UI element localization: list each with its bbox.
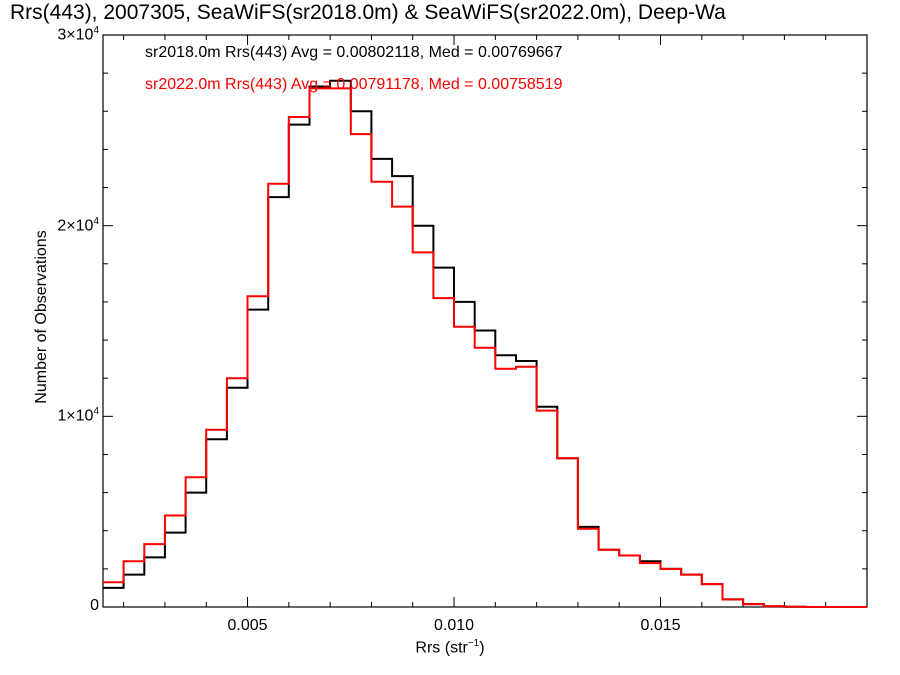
y-tick-label-exponent: 4 xyxy=(93,215,99,227)
y-tick-label-base: 0 xyxy=(90,597,99,614)
axis-ticks xyxy=(103,34,867,608)
x-axis-label-text: Rrs (str xyxy=(415,639,468,657)
x-tick-label: 0.005 xyxy=(227,617,268,634)
y-tick-label-exponent: 4 xyxy=(93,25,99,36)
series-group xyxy=(103,79,867,608)
series-line-sr2022 xyxy=(103,87,867,608)
y-tick-label-exponent: 4 xyxy=(93,406,99,418)
x-tick-label: 0.015 xyxy=(640,617,681,634)
legend-entry-2: sr2022.0m Rrs(443) Avg = 0.00791178, Med… xyxy=(145,76,563,93)
x-axis-label: Rrs (str−1) xyxy=(0,638,900,657)
x-tick-label: 0.010 xyxy=(433,617,475,634)
y-tick-label: 0 xyxy=(19,597,99,615)
plot-frame xyxy=(102,34,868,608)
x-axis-label-exponent: −1 xyxy=(467,638,480,649)
y-tick-label: 3×104 xyxy=(19,25,99,44)
legend-entry-1: sr2018.0m Rrs(443) Avg = 0.00802118, Med… xyxy=(145,44,563,61)
y-tick-label: 2×104 xyxy=(19,216,99,235)
y-tick-label-base: 1×10 xyxy=(57,407,94,425)
chart-title: Rrs(443), 2007305, SeaWiFS(sr2018.0m) & … xyxy=(10,1,726,24)
y-tick-label-base: 3×10 xyxy=(57,26,94,44)
y-tick-label-base: 2×10 xyxy=(57,216,94,234)
x-axis-label-close: ) xyxy=(479,639,485,657)
series-line-sr2018 xyxy=(103,79,867,608)
y-tick-label: 1×104 xyxy=(19,406,99,425)
